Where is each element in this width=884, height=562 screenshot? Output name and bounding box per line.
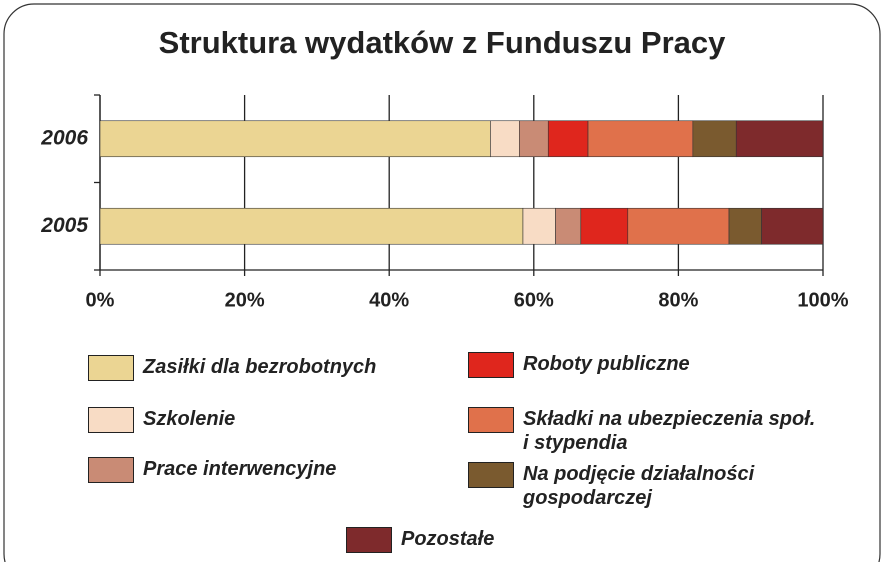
bar-segment bbox=[580, 207, 629, 245]
bar-segment bbox=[519, 120, 549, 158]
bar-segment bbox=[761, 207, 824, 245]
legend-label: Na podjęcie działalności gospodarczej bbox=[523, 463, 755, 509]
legend-swatch bbox=[468, 352, 514, 378]
legend-label: Zasiłki dla bezrobotnych bbox=[143, 356, 377, 378]
x-tick-label: 0% bbox=[86, 289, 115, 311]
legend-swatch bbox=[88, 457, 134, 483]
legend-item: Roboty publiczne bbox=[468, 352, 690, 378]
legend-label: Szkolenie bbox=[143, 408, 236, 430]
bar-segment bbox=[522, 207, 556, 245]
legend-label: Prace interwencyjne bbox=[143, 458, 337, 480]
legend-item: Na podjęcie działalności gospodarczej bbox=[468, 462, 754, 510]
legend-swatch bbox=[88, 355, 134, 381]
legend-label: Roboty publiczne bbox=[523, 353, 690, 375]
legend-swatch bbox=[468, 407, 514, 433]
legend-item: Szkolenie bbox=[88, 407, 235, 433]
bar-segment bbox=[587, 120, 694, 158]
bar-segment bbox=[99, 120, 491, 158]
bar-segment bbox=[735, 120, 824, 158]
chart-title: Struktura wydatków z Funduszu Pracy bbox=[159, 25, 726, 60]
bar-segment bbox=[627, 207, 730, 245]
legend-swatch bbox=[468, 462, 514, 488]
legend-label: Składki na ubezpieczenia społ. i stypend… bbox=[523, 408, 816, 454]
x-tick-label: 80% bbox=[658, 289, 698, 311]
y-tick-label: 2005 bbox=[40, 214, 88, 237]
legend-item: Zasiłki dla bezrobotnych bbox=[88, 355, 376, 381]
x-tick-label: 100% bbox=[797, 289, 848, 311]
bar-segment bbox=[728, 207, 762, 245]
y-tick-label: 2006 bbox=[40, 126, 88, 149]
bar-segment bbox=[490, 120, 520, 158]
x-tick-label: 40% bbox=[369, 289, 409, 311]
legend-label: Pozostałe bbox=[401, 528, 495, 550]
legend-swatch bbox=[346, 527, 392, 553]
legend-item: Pozostałe bbox=[346, 527, 494, 553]
bar-segment bbox=[99, 207, 524, 245]
legend-swatch bbox=[88, 407, 134, 433]
legend-item: Składki na ubezpieczenia społ. i stypend… bbox=[468, 407, 815, 455]
bar-segment bbox=[692, 120, 737, 158]
bar-segment bbox=[555, 207, 582, 245]
legend-item: Prace interwencyjne bbox=[88, 457, 336, 483]
x-tick-label: 20% bbox=[225, 289, 265, 311]
bar-segment bbox=[547, 120, 589, 158]
x-tick-label: 60% bbox=[514, 289, 554, 311]
